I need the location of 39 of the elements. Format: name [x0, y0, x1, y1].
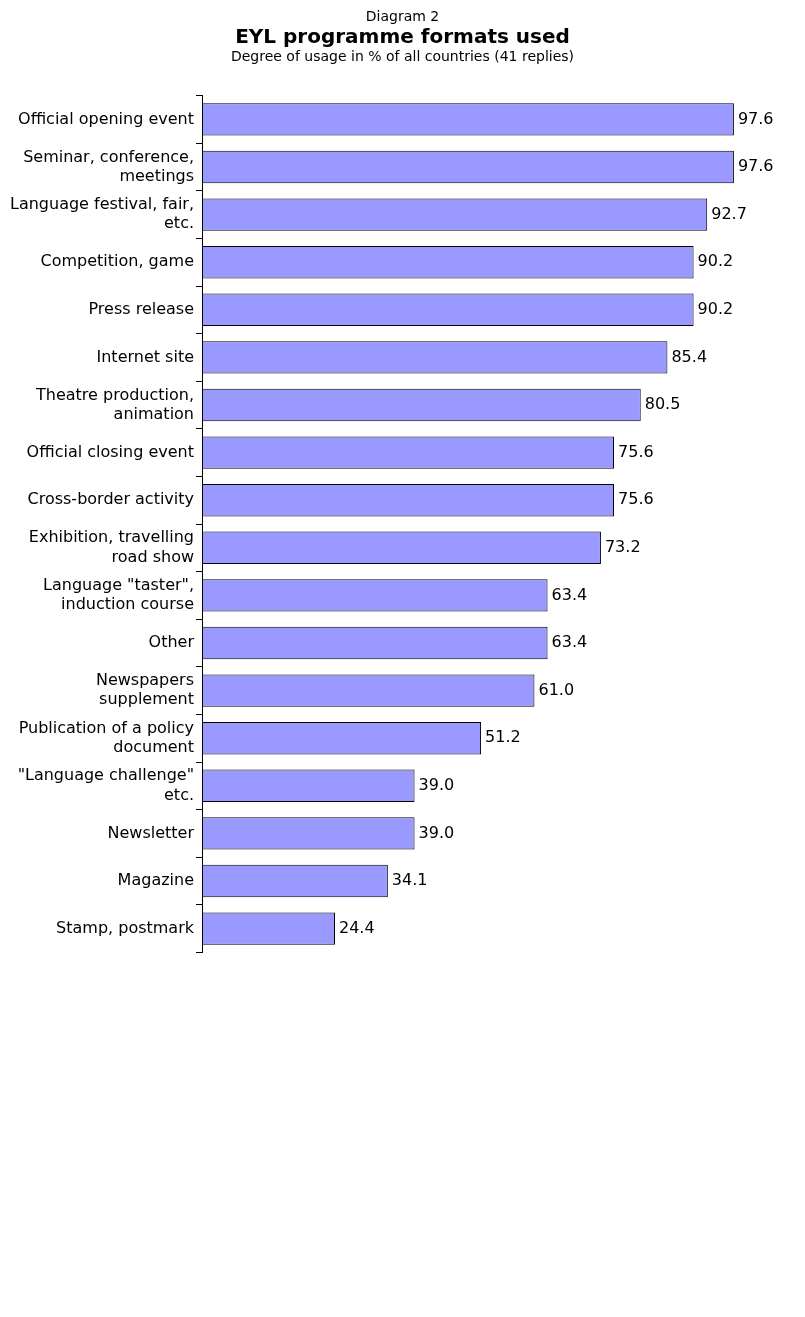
y-tick-label: Theatre production, animation — [35, 384, 195, 423]
text: Diagram 2 — [364, 8, 441, 24]
data-label: 97.6 — [737, 156, 774, 176]
y-tick-label: Newsletter — [107, 822, 195, 842]
y-tick-label: Language festival, fair, etc. — [10, 194, 195, 233]
y-tick-label: Publication of a policy document — [18, 717, 195, 756]
y-tick-label: Internet site — [96, 346, 195, 366]
y-tick-label: Stamp, postmark — [56, 917, 195, 937]
data-label: 51.2 — [485, 727, 521, 747]
data-label: 63.4 — [551, 584, 588, 604]
data-label: 80.5 — [644, 394, 681, 414]
y-tick-label: Cross-border activity — [27, 489, 195, 509]
data-label: 73.2 — [604, 536, 641, 556]
y-tick-label: Official closing event — [26, 441, 195, 461]
chart-subtitle: Degree of usage in % of all countries (41 replies) — [229, 48, 576, 64]
data-label: 92.7 — [711, 203, 747, 223]
data-label: 39.0 — [418, 822, 455, 842]
y-tick-label: "Language challenge" etc. — [17, 765, 195, 804]
data-label: 61.0 — [538, 679, 575, 699]
data-label: 75.6 — [618, 441, 654, 461]
data-label: 63.4 — [551, 632, 588, 652]
chart-title: EYL programme formats used — [234, 24, 571, 48]
y-tick-label: Press release — [88, 298, 195, 318]
y-tick-label: Language "taster", induction course — [43, 574, 195, 614]
data-label: 75.6 — [618, 489, 654, 509]
data-label: 90.2 — [697, 251, 734, 271]
y-tick-label: Competition, game — [40, 251, 195, 271]
y-tick-label: Magazine — [117, 870, 195, 890]
data-label: 97.6 — [737, 108, 774, 128]
y-tick-label: Other — [148, 632, 195, 652]
y-tick-label: Newspapers supplement — [95, 670, 195, 709]
data-label: 85.4 — [671, 346, 708, 366]
data-label: 39.0 — [418, 774, 455, 794]
data-label: 34.1 — [391, 870, 428, 890]
y-tick-label: Seminar, conference, meetings — [23, 146, 195, 185]
y-tick-label: Exhibition, travelling road show — [28, 527, 195, 566]
data-label: 24.4 — [338, 917, 375, 937]
data-label: 90.2 — [697, 298, 734, 318]
y-tick-label: Official opening event — [18, 108, 195, 128]
